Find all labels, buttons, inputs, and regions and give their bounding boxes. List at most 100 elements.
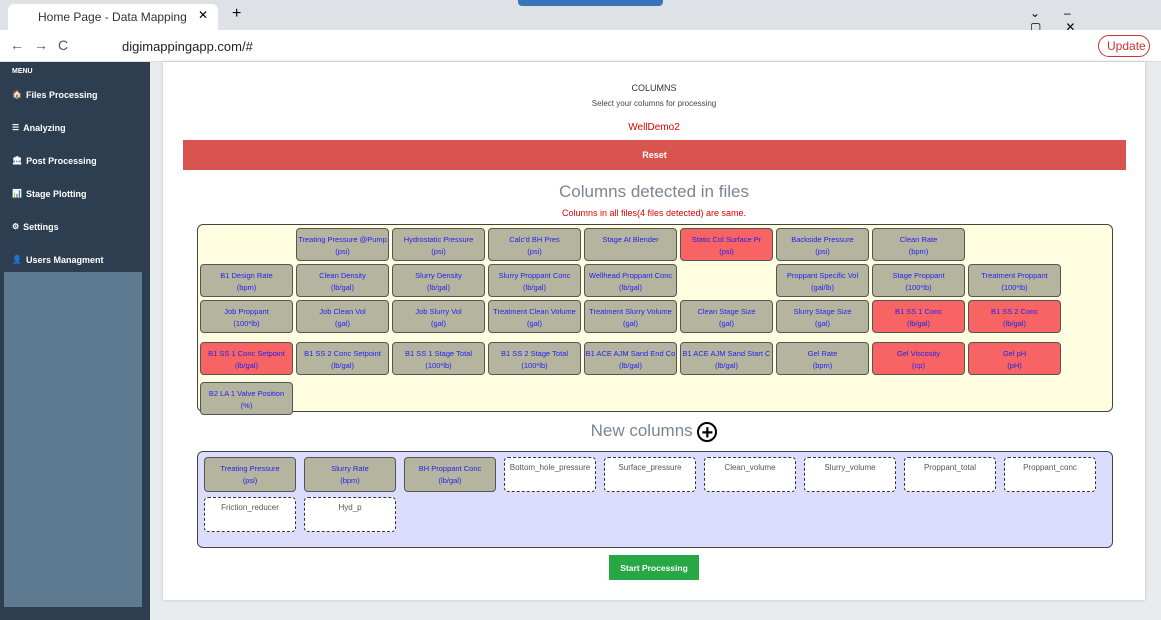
column-chip[interactable]: Proppant Specific Vol (gal/lb) (776, 264, 869, 297)
column-chip[interactable]: Job Clean Vol (gal) (296, 300, 389, 333)
column-chip[interactable]: Treating Pressure @Pump (psi) (296, 228, 389, 261)
column-chip[interactable]: Stage Proppant (100*lb) (872, 264, 965, 297)
new-box: Treating Pressure (psi) Slurry Rate (bpm) BH… (197, 451, 1113, 548)
target-slot[interactable]: Surface_pressure (604, 457, 696, 492)
column-chip[interactable]: Treatment Proppant (100*lb) (968, 264, 1061, 297)
column-label: B1 Design Rate (220, 271, 273, 280)
target-slot[interactable]: Friction_reducer (204, 497, 296, 532)
tab-close[interactable]: ✕ (198, 8, 209, 22)
column-unit: (gal) (718, 319, 734, 328)
column-chip[interactable]: Backside Pressure (psi) (776, 228, 869, 261)
column-chip[interactable]: Static Col Surface Pr (psi) (680, 228, 773, 261)
mapped-chip[interactable]: Treating Pressure (psi) (204, 457, 296, 492)
column-unit: (lb/gal) (1003, 319, 1026, 328)
menu-item[interactable]: 📊 Stage Plotting (12, 189, 86, 199)
column-chip[interactable]: Clean Rate (bpm) (872, 228, 965, 261)
column-label: B1 ACE AJM Sand Start C (682, 349, 771, 358)
column-chip[interactable]: Clean Stage Size (gal) (680, 300, 773, 333)
column-chip[interactable]: Slurry Density (lb/gal) (392, 264, 485, 297)
detected-title: Columns detected in files (559, 182, 749, 201)
column-label: Stage Proppant (892, 271, 945, 280)
detected-note: Columns in all files(4 files detected) a… (561, 208, 747, 218)
column-unit: (lb/gal) (523, 283, 546, 292)
column-chip[interactable]: B1 SS 2 Stage Total (100*lb) (488, 342, 581, 375)
nav-buttons[interactable]: ←→C (10, 37, 79, 53)
mapped-chip[interactable]: Slurry Rate (bpm) (304, 457, 396, 492)
target-slot[interactable]: Hyd_p (304, 497, 396, 532)
column-unit: (pH) (1007, 361, 1022, 370)
new-tab[interactable]: + (232, 5, 242, 22)
column-unit: (gal/lb) (811, 283, 834, 292)
column-unit: (bpm) (236, 283, 257, 292)
column-chip[interactable]: Clean Density (lb/gal) (296, 264, 389, 297)
column-label: Stage At Blender (602, 235, 659, 244)
menu-label: Files Processing (25, 90, 98, 100)
menu-item[interactable]: 🏛 Post Processing (12, 156, 97, 166)
new-title-text: New columns (590, 421, 693, 440)
column-unit: (bpm) (340, 476, 360, 485)
well-name: WellDemo2 (628, 122, 680, 133)
menu-label: Post Processing (26, 156, 97, 166)
column-chip[interactable]: Stage At Blender (584, 228, 677, 261)
column-unit: (gal) (526, 319, 542, 328)
url[interactable]: digimappingapp.com/# (122, 39, 253, 54)
target-slot[interactable]: Clean_volume (704, 457, 796, 492)
start-button[interactable]: Start Processing (609, 555, 699, 580)
mapped-chip[interactable]: BH Proppant Conc (lb/gal) (404, 457, 496, 492)
menu-item[interactable]: 👤 Users Managment (12, 255, 104, 265)
target-slot[interactable]: Bottom_hole_pressure (504, 457, 596, 492)
column-label: Treatment Clean Volume (493, 307, 576, 316)
tab-bar: Home Page - Data Mapping ✕ + ⌄–▢✕ (0, 0, 1161, 34)
column-chip[interactable]: B1 SS 1 Stage Total (100*lb) (392, 342, 485, 375)
column-chip[interactable]: Job Slurry Vol (gal) (392, 300, 485, 333)
column-chip[interactable]: B2 LA 1 Valve Position (%) (200, 382, 293, 415)
column-unit: (psi) (242, 476, 258, 485)
column-label: Proppant Specific Vol (786, 271, 859, 280)
tab[interactable]: Home Page - Data Mapping (8, 4, 218, 30)
target-label: Bottom_hole_pressure (509, 463, 591, 472)
column-chip[interactable]: Treatment Clean Volume (gal) (488, 300, 581, 333)
column-chip[interactable]: Slurry Proppant Conc (lb/gal) (488, 264, 581, 297)
column-chip[interactable]: B1 SS 2 Conc Setpoint (lb/gal) (296, 342, 389, 375)
column-chip[interactable]: Job Proppant (100*lb) (200, 300, 293, 333)
column-chip[interactable]: B1 ACE AJM Sand Start C (lb/gal) (680, 342, 773, 375)
target-slot[interactable]: Proppant_conc (1004, 457, 1096, 492)
menu-icon: 🏛 (12, 156, 23, 165)
target-label: Hyd_p (338, 503, 362, 512)
menu-label: Users Managment (25, 255, 104, 265)
column-chip[interactable]: B1 SS 1 Conc Setpoint (lb/gal) (200, 342, 293, 375)
menu-item[interactable]: ☰ Analyzing (12, 123, 66, 133)
reset-button[interactable]: Reset (183, 140, 1126, 170)
column-label: Static Col Surface Pr (691, 235, 762, 244)
column-label: Calc'd BH Pres (509, 235, 560, 244)
subheading: Select your columns for processing (591, 99, 717, 108)
column-chip[interactable]: Treatment Slurry Volume (gal) (584, 300, 677, 333)
column-chip[interactable]: Gel Rate (bpm) (776, 342, 869, 375)
column-chip[interactable]: Gel pH (pH) (968, 342, 1061, 375)
column-label: Gel pH (1002, 349, 1027, 358)
target-label: Friction_reducer (221, 503, 279, 512)
menu-item[interactable]: 🏠 Files Processing (12, 90, 98, 100)
add-column[interactable]: + (697, 422, 718, 443)
indicator (518, 0, 663, 6)
column-chip[interactable]: B1 SS 1 Conc (lb/gal) (872, 300, 965, 333)
column-chip[interactable]: Calc'd BH Pres (psi) (488, 228, 581, 261)
column-chip[interactable]: Slurry Stage Size (gal) (776, 300, 869, 333)
column-label: Clean Stage Size (697, 307, 756, 316)
target-slot[interactable]: Slurry_volume (804, 457, 896, 492)
column-chip[interactable]: B1 SS 2 Conc (lb/gal) (968, 300, 1061, 333)
target-slot[interactable]: Proppant_total (904, 457, 996, 492)
column-chip[interactable]: B1 ACE AJM Sand End Co (lb/gal) (584, 342, 677, 375)
sidebar-panel (4, 272, 142, 607)
column-unit: (100*lb) (905, 283, 932, 292)
column-chip[interactable]: Hydrostatic Pressure (psi) (392, 228, 485, 261)
column-chip[interactable]: Gel Viscosity (cp) (872, 342, 965, 375)
column-chip[interactable]: B1 Design Rate (bpm) (200, 264, 293, 297)
column-label: Slurry Stage Size (793, 307, 852, 316)
target-label: Surface_pressure (618, 463, 682, 472)
update-button[interactable]: Update (1098, 35, 1150, 57)
column-label: Gel Rate (807, 349, 838, 358)
column-chip[interactable]: Wellhead Proppant Conc (lb/gal) (584, 264, 677, 297)
target-label: Proppant_total (923, 463, 977, 472)
menu-item[interactable]: ⚙ Settings (12, 222, 59, 232)
